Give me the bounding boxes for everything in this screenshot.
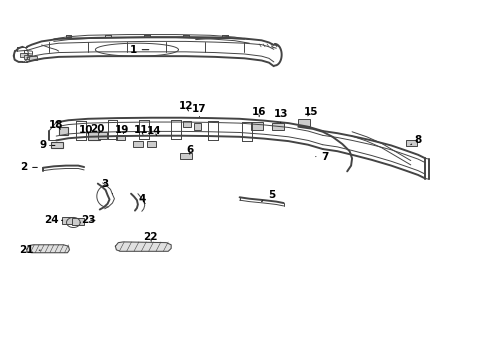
Bar [88, 132, 100, 140]
Bar [98, 132, 106, 139]
Bar [193, 123, 201, 130]
Bar [72, 218, 84, 225]
Bar [271, 123, 283, 130]
Bar [251, 122, 263, 130]
Text: 1: 1 [129, 45, 148, 55]
Text: 10: 10 [78, 125, 93, 135]
Text: 15: 15 [303, 107, 318, 117]
Bar [405, 140, 416, 146]
Bar [183, 121, 190, 127]
Bar [146, 141, 156, 147]
Bar [180, 153, 192, 159]
Bar [24, 55, 32, 59]
Polygon shape [27, 245, 69, 253]
Text: 20: 20 [90, 124, 105, 134]
Text: 3: 3 [102, 179, 112, 194]
Polygon shape [115, 242, 171, 251]
Text: 11: 11 [133, 125, 148, 135]
Text: 21: 21 [19, 245, 40, 255]
Text: 17: 17 [192, 104, 206, 117]
Text: 7: 7 [315, 152, 328, 162]
Text: 2: 2 [20, 162, 37, 172]
Text: 18: 18 [49, 120, 63, 130]
Text: 14: 14 [147, 126, 162, 136]
Text: 12: 12 [178, 101, 193, 111]
Text: 13: 13 [273, 109, 287, 122]
Text: 19: 19 [115, 125, 129, 135]
Bar [51, 142, 62, 148]
Text: 22: 22 [143, 232, 158, 242]
Text: 8: 8 [410, 135, 421, 145]
Bar [20, 53, 27, 57]
Bar [59, 127, 68, 135]
Text: 6: 6 [186, 145, 193, 156]
Bar [133, 141, 142, 147]
Text: 5: 5 [261, 190, 274, 202]
Bar [116, 135, 125, 140]
Text: 4: 4 [138, 194, 145, 204]
Bar [61, 217, 73, 224]
Text: 24: 24 [44, 215, 62, 225]
Text: 23: 23 [81, 215, 95, 225]
Bar [298, 119, 309, 126]
Bar [29, 56, 37, 60]
Text: 9: 9 [40, 140, 55, 150]
Text: 16: 16 [251, 107, 266, 117]
